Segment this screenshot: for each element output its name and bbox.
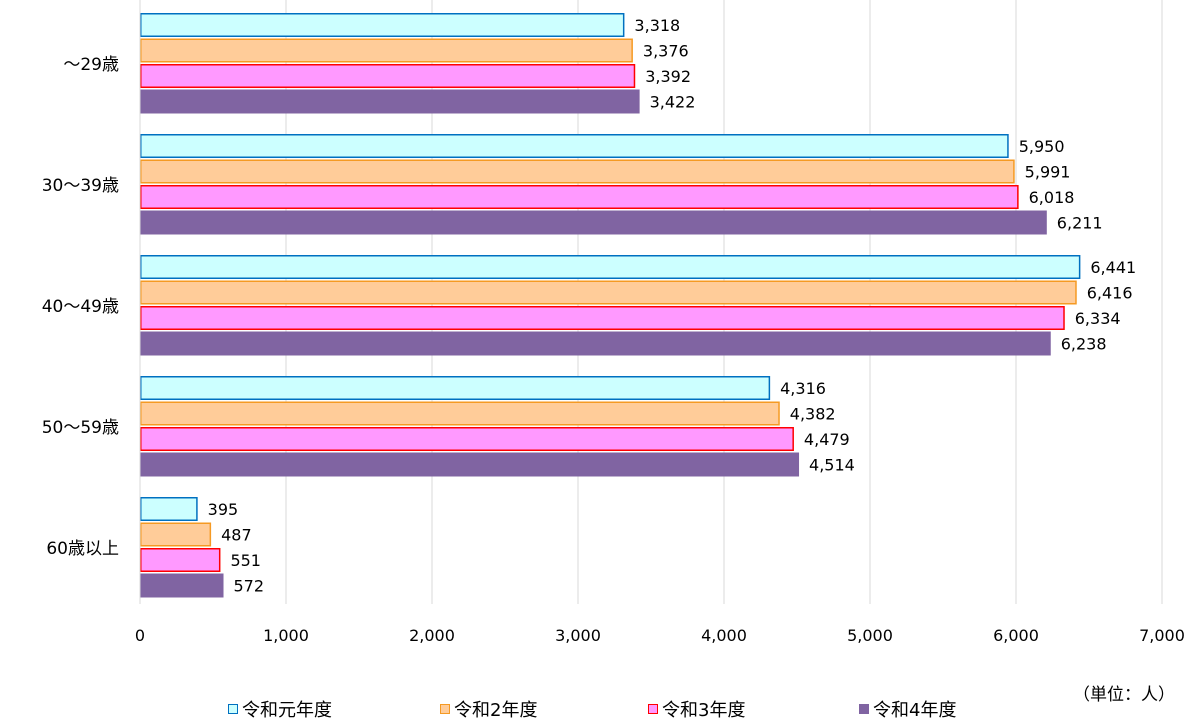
data-label: 395 [208, 500, 239, 519]
unit-label: （単位：人） [1073, 685, 1175, 705]
data-label: 6,334 [1075, 309, 1121, 328]
bar [140, 134, 1009, 158]
data-label: 5,991 [1025, 163, 1071, 182]
data-label: 5,950 [1019, 137, 1065, 156]
bar [140, 64, 636, 88]
data-label: 3,392 [645, 67, 691, 86]
data-label: 6,441 [1090, 258, 1136, 277]
bar [140, 38, 633, 63]
legend-item: 令和2年度 [440, 696, 537, 722]
category-label: 40～49歳 [42, 297, 119, 317]
data-label: 6,416 [1087, 284, 1133, 303]
bar [140, 573, 224, 598]
bar [140, 452, 800, 477]
bar [140, 306, 1065, 330]
legend-item: 令和4年度 [859, 696, 956, 722]
x-tick-label: 7,000 [1139, 626, 1185, 645]
bar [140, 401, 780, 426]
data-label: 551 [230, 551, 261, 570]
data-label: 4,382 [790, 405, 836, 424]
x-tick-label: 3,000 [555, 626, 601, 645]
x-tick-label: 4,000 [701, 626, 747, 645]
data-label: 4,316 [780, 379, 826, 398]
data-label: 4,514 [809, 456, 855, 475]
bar [140, 376, 771, 400]
legend-label: 令和3年度 [662, 700, 746, 721]
bar [140, 185, 1019, 209]
bar [140, 210, 1047, 235]
legend-item: 令和元年度 [228, 696, 332, 722]
bar [140, 13, 625, 37]
legend-item: 令和3年度 [648, 696, 745, 722]
x-tick-label: 1,000 [263, 626, 309, 645]
bar [140, 548, 221, 572]
data-label: 6,238 [1061, 335, 1107, 354]
bar [140, 159, 1015, 184]
x-tick-label: 0 [135, 626, 145, 645]
legend-label: 令和元年度 [242, 700, 332, 721]
legend-swatch [440, 704, 450, 714]
data-label: 3,318 [634, 16, 680, 35]
legend-swatch [648, 704, 658, 714]
bar [140, 522, 212, 547]
legend-label: 令和2年度 [454, 700, 538, 721]
bar [140, 497, 198, 521]
data-label: 6,211 [1057, 214, 1103, 233]
data-label: 572 [234, 577, 265, 596]
bar [140, 280, 1077, 305]
legend-swatch [228, 704, 238, 714]
legend-label: 令和4年度 [873, 700, 957, 721]
data-label: 4,479 [804, 430, 850, 449]
category-label: ～29歳 [63, 55, 119, 75]
data-label: 6,018 [1029, 188, 1075, 207]
x-tick-label: 5,000 [847, 626, 893, 645]
bar [140, 255, 1081, 279]
bar [140, 89, 640, 114]
data-label: 3,422 [650, 93, 696, 112]
chart-legend: 令和元年度 令和2年度 令和3年度 令和4年度 [0, 696, 1189, 721]
bar-chart: 3,318 3,376 3,392 3,422 ～29歳 5,950 5,991 6,018 6… [42, 0, 1185, 645]
bar [140, 427, 794, 451]
data-label: 487 [221, 526, 252, 545]
bar [140, 331, 1051, 356]
data-label: 3,376 [643, 42, 689, 61]
category-label: 60歳以上 [46, 539, 119, 559]
legend-swatch [859, 704, 869, 714]
category-label: 30～39歳 [42, 176, 119, 196]
x-tick-label: 6,000 [993, 626, 1039, 645]
category-label: 50～59歳 [42, 418, 119, 438]
x-tick-label: 2,000 [409, 626, 455, 645]
